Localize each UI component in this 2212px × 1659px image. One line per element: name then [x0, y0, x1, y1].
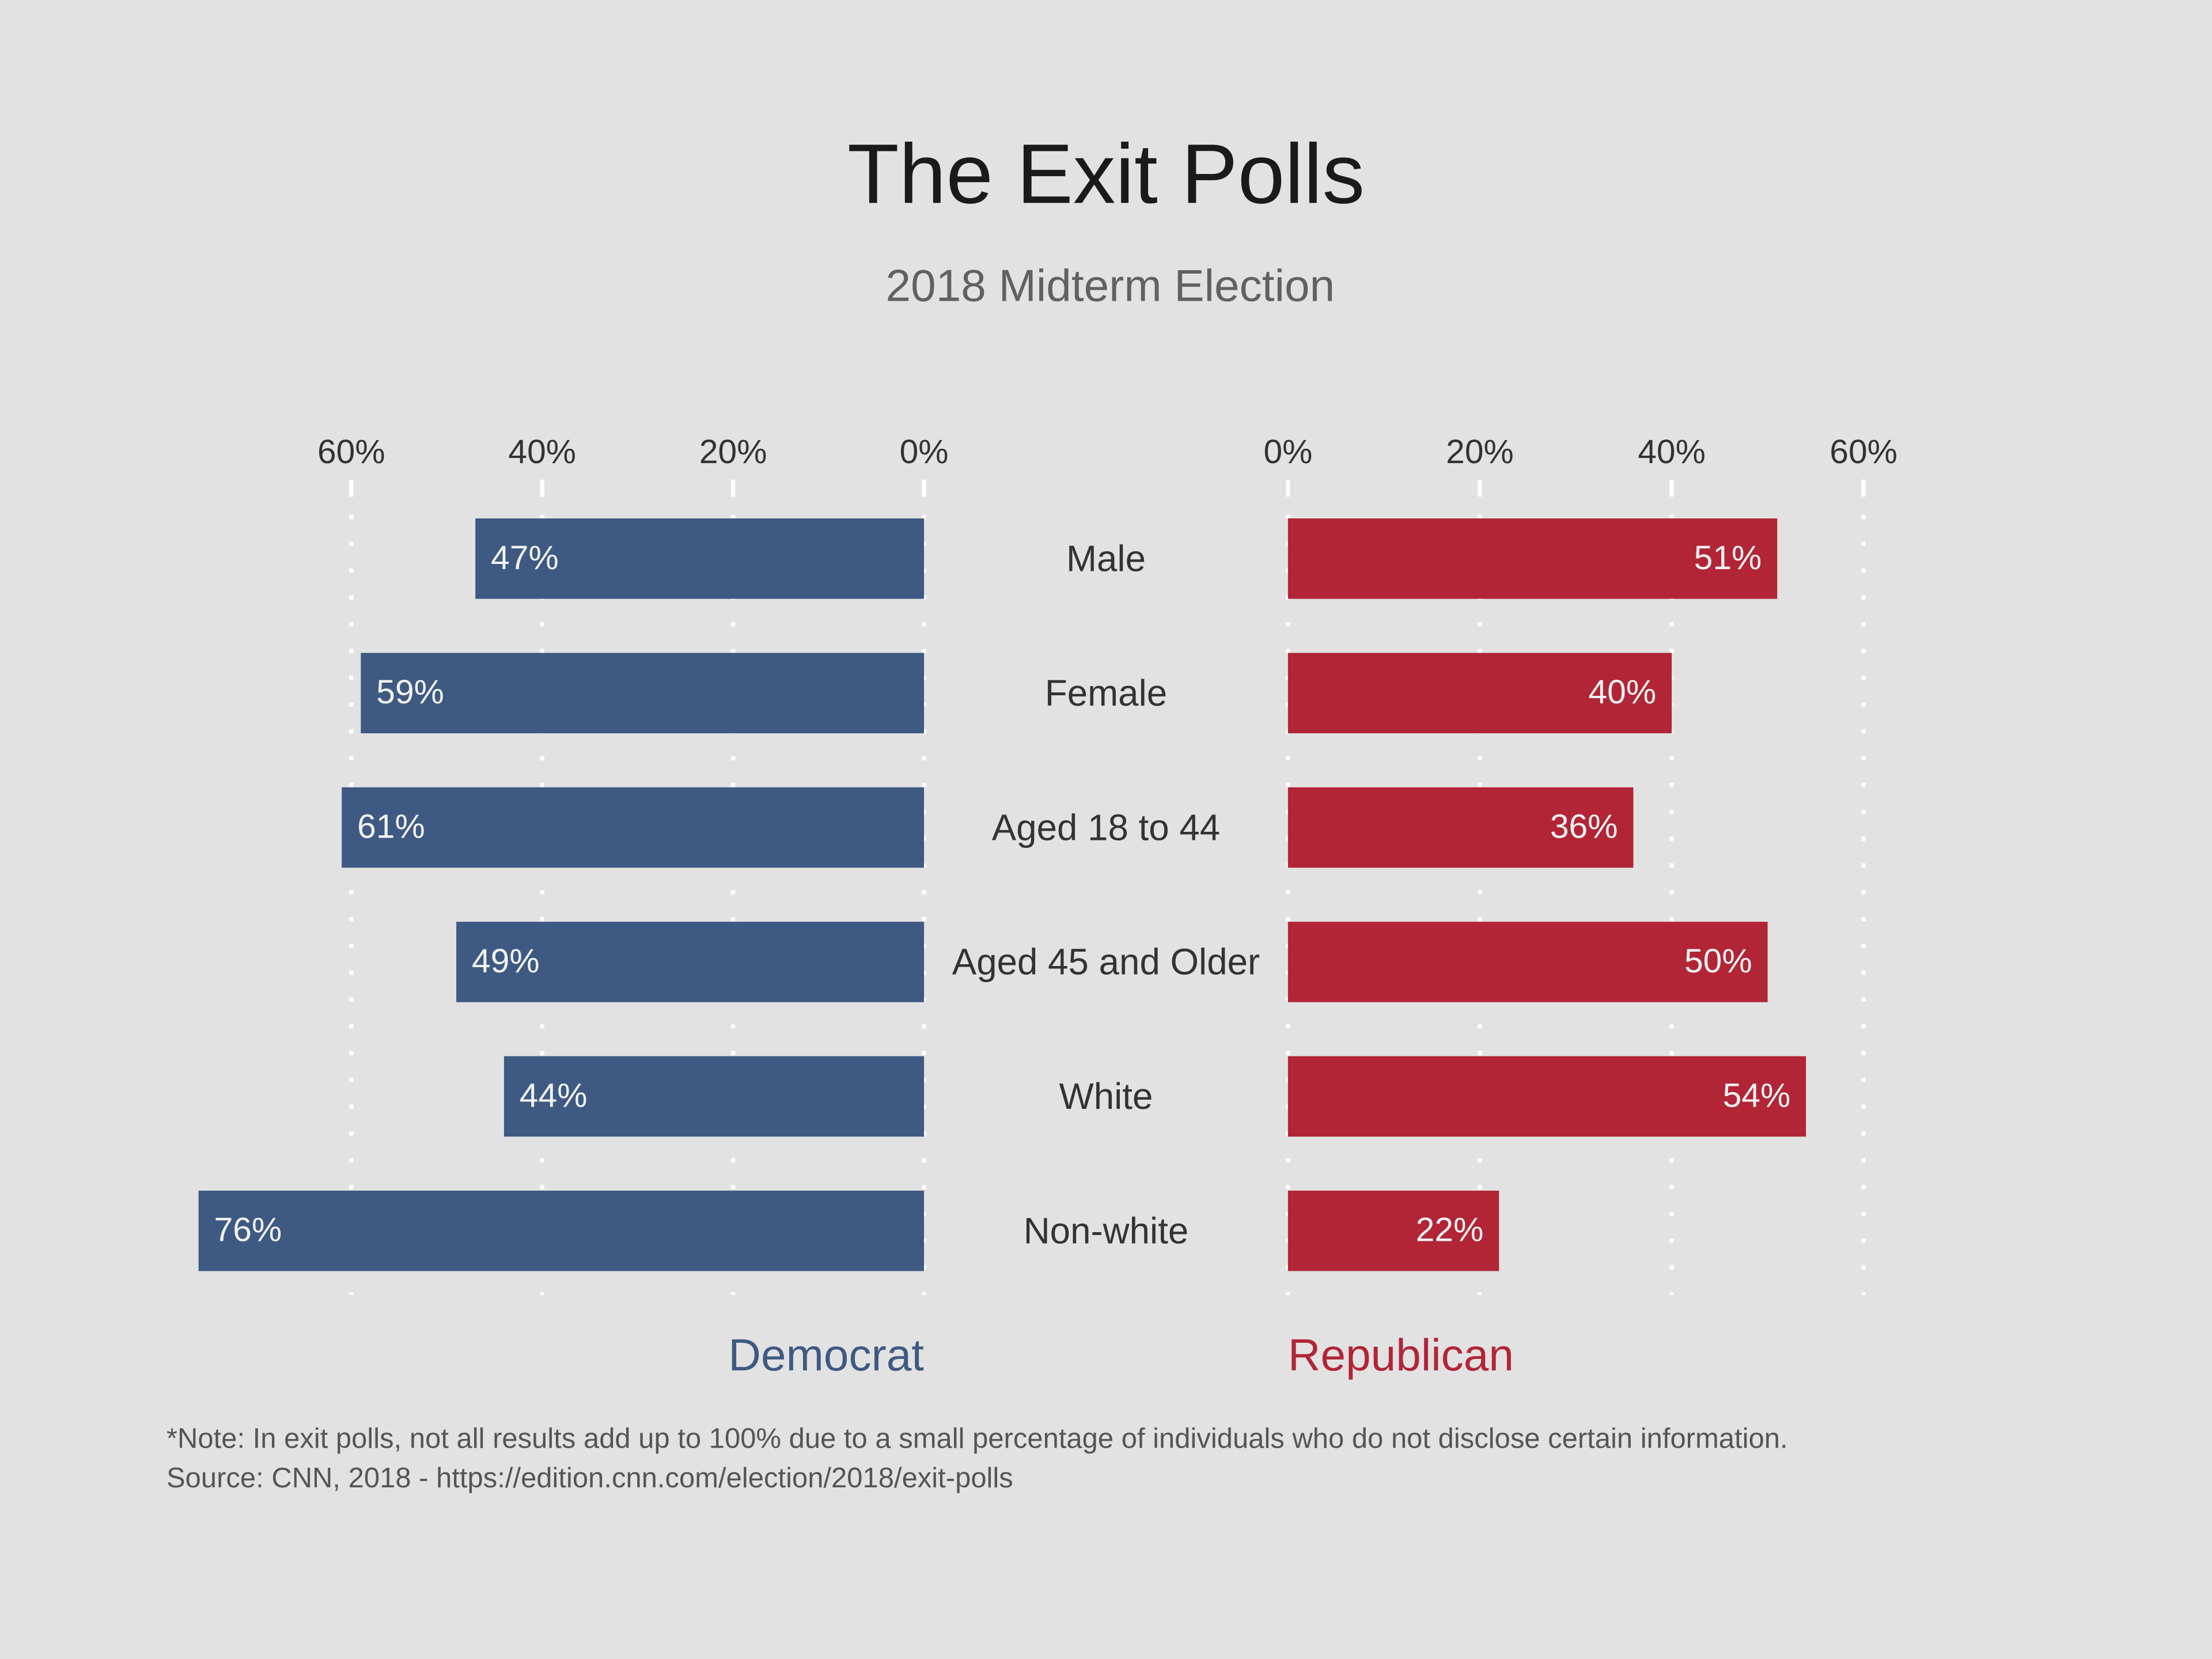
data-label: 59%: [376, 673, 444, 711]
x-tick-label: 0%: [1263, 433, 1312, 471]
bar: [1287, 1190, 1499, 1271]
bar: [342, 787, 925, 868]
bar: [1287, 518, 1778, 599]
data-label: 40%: [1588, 673, 1656, 711]
legend-label: Democrat: [728, 1330, 924, 1380]
data-label: 47%: [491, 539, 559, 577]
category-label: Female: [1045, 673, 1167, 714]
source: Source: CNN, 2018 - https://edition.cnn.…: [166, 1463, 1013, 1494]
data-label: 22%: [1416, 1211, 1484, 1249]
data-label: 51%: [1694, 539, 1762, 577]
x-tick-label: 60%: [317, 433, 385, 471]
bar: [1287, 787, 1634, 868]
x-tick-label: 20%: [699, 433, 767, 471]
category-label: Male: [1066, 539, 1146, 579]
x-tick-label: 40%: [508, 433, 576, 471]
bar: [1287, 653, 1672, 733]
note: *Note: In exit polls, not all results ad…: [166, 1423, 1788, 1454]
category-label: Aged 45 and Older: [952, 942, 1260, 983]
data-label: 44%: [520, 1077, 588, 1114]
data-label: 36%: [1550, 808, 1618, 846]
data-label: 49%: [472, 942, 540, 980]
category-label: White: [1059, 1076, 1153, 1117]
x-tick-label: 40%: [1638, 433, 1706, 471]
bar: [456, 922, 925, 1002]
bar: [198, 1190, 925, 1271]
data-label: 76%: [214, 1211, 282, 1249]
x-tick-label: 20%: [1446, 433, 1514, 471]
category-label: Non-white: [1024, 1210, 1189, 1251]
data-label: 61%: [357, 808, 425, 846]
bar: [1287, 922, 1768, 1002]
chart-subtitle: 2018 Midterm Election: [886, 260, 1335, 311]
x-tick-label: 0%: [900, 433, 949, 471]
bar: [1287, 1056, 1806, 1137]
category-label: Aged 18 to 44: [992, 807, 1220, 848]
bar: [475, 518, 925, 599]
bar: [503, 1056, 925, 1137]
legend-label: Republican: [1288, 1330, 1514, 1380]
data-label: 50%: [1684, 942, 1752, 980]
bar: [361, 653, 925, 733]
x-tick-label: 60%: [1830, 433, 1897, 471]
data-label: 54%: [1723, 1077, 1791, 1114]
chart-title: The Exit Polls: [847, 127, 1365, 221]
